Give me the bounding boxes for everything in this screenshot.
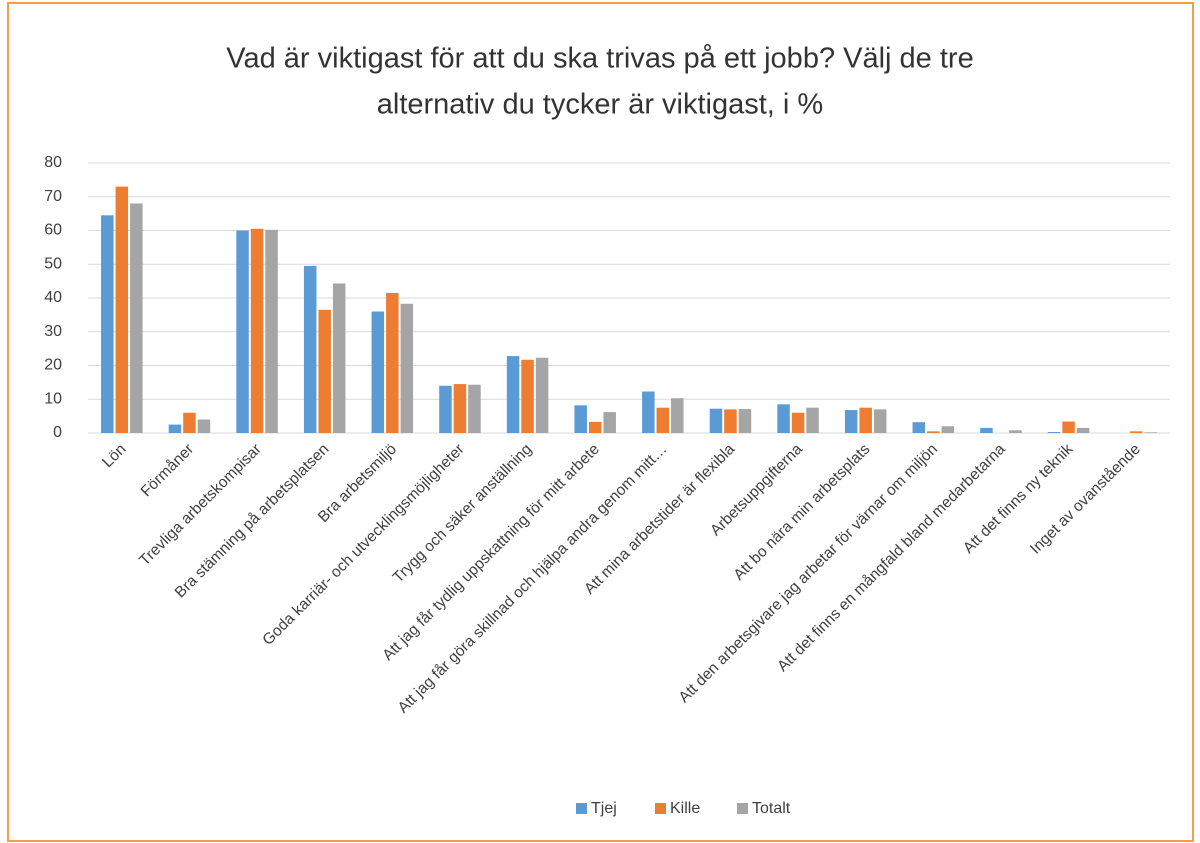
bar (439, 385, 452, 433)
y-tick-label: 60 (44, 222, 62, 239)
y-tick-label: 10 (44, 390, 62, 407)
bar (671, 398, 684, 433)
bar (115, 186, 129, 433)
y-tick-label: 40 (44, 289, 62, 306)
legend-swatch (655, 803, 666, 814)
y-tick-label: 20 (44, 357, 62, 374)
bar (1129, 431, 1143, 433)
bar (656, 407, 670, 433)
legend-swatch (576, 803, 587, 814)
y-tick-label: 70 (44, 188, 62, 205)
bar (806, 407, 819, 433)
bar (250, 228, 264, 433)
bar (1144, 432, 1157, 433)
bar (941, 426, 955, 433)
legend-label: Tjej (591, 800, 617, 817)
bar (535, 357, 549, 433)
chart-title: alternativ du tycker är viktigast, i % (377, 89, 823, 121)
y-tick-label: 30 (44, 323, 62, 340)
bar (927, 431, 940, 433)
bar (318, 309, 331, 433)
bar (709, 408, 723, 433)
bar (724, 409, 737, 433)
bar (130, 203, 143, 433)
bar (588, 421, 602, 433)
bar (371, 311, 385, 433)
bar (1076, 427, 1090, 433)
bar (168, 424, 182, 433)
bar (1047, 431, 1061, 433)
chart-title: Vad är viktigast för att du ska trivas p… (226, 43, 973, 75)
bar (738, 409, 752, 433)
bar (642, 391, 655, 433)
legend-label: Kille (670, 800, 700, 817)
bar (1009, 430, 1022, 433)
bar (791, 412, 805, 433)
y-tick-label: 0 (53, 424, 62, 441)
bar (183, 412, 196, 433)
bar (521, 359, 534, 433)
legend-swatch (737, 803, 748, 814)
bar (777, 404, 790, 433)
y-tick-label: 50 (44, 255, 62, 272)
bar (912, 422, 926, 433)
bar (859, 407, 872, 433)
bar (468, 384, 481, 433)
bar (453, 384, 467, 433)
bar (844, 410, 858, 433)
bar (980, 427, 993, 433)
bar (332, 283, 346, 433)
bar (1062, 421, 1075, 433)
bar (236, 230, 249, 433)
bar (303, 265, 317, 433)
bar (265, 229, 278, 433)
bar (400, 303, 414, 433)
y-tick-label: 80 (44, 154, 62, 171)
bar (873, 409, 887, 433)
bar (101, 215, 114, 433)
legend-label: Totalt (752, 800, 791, 817)
bar (574, 405, 587, 433)
bar (386, 292, 399, 433)
bar (197, 419, 211, 433)
bar (506, 356, 520, 433)
bar (603, 412, 616, 433)
